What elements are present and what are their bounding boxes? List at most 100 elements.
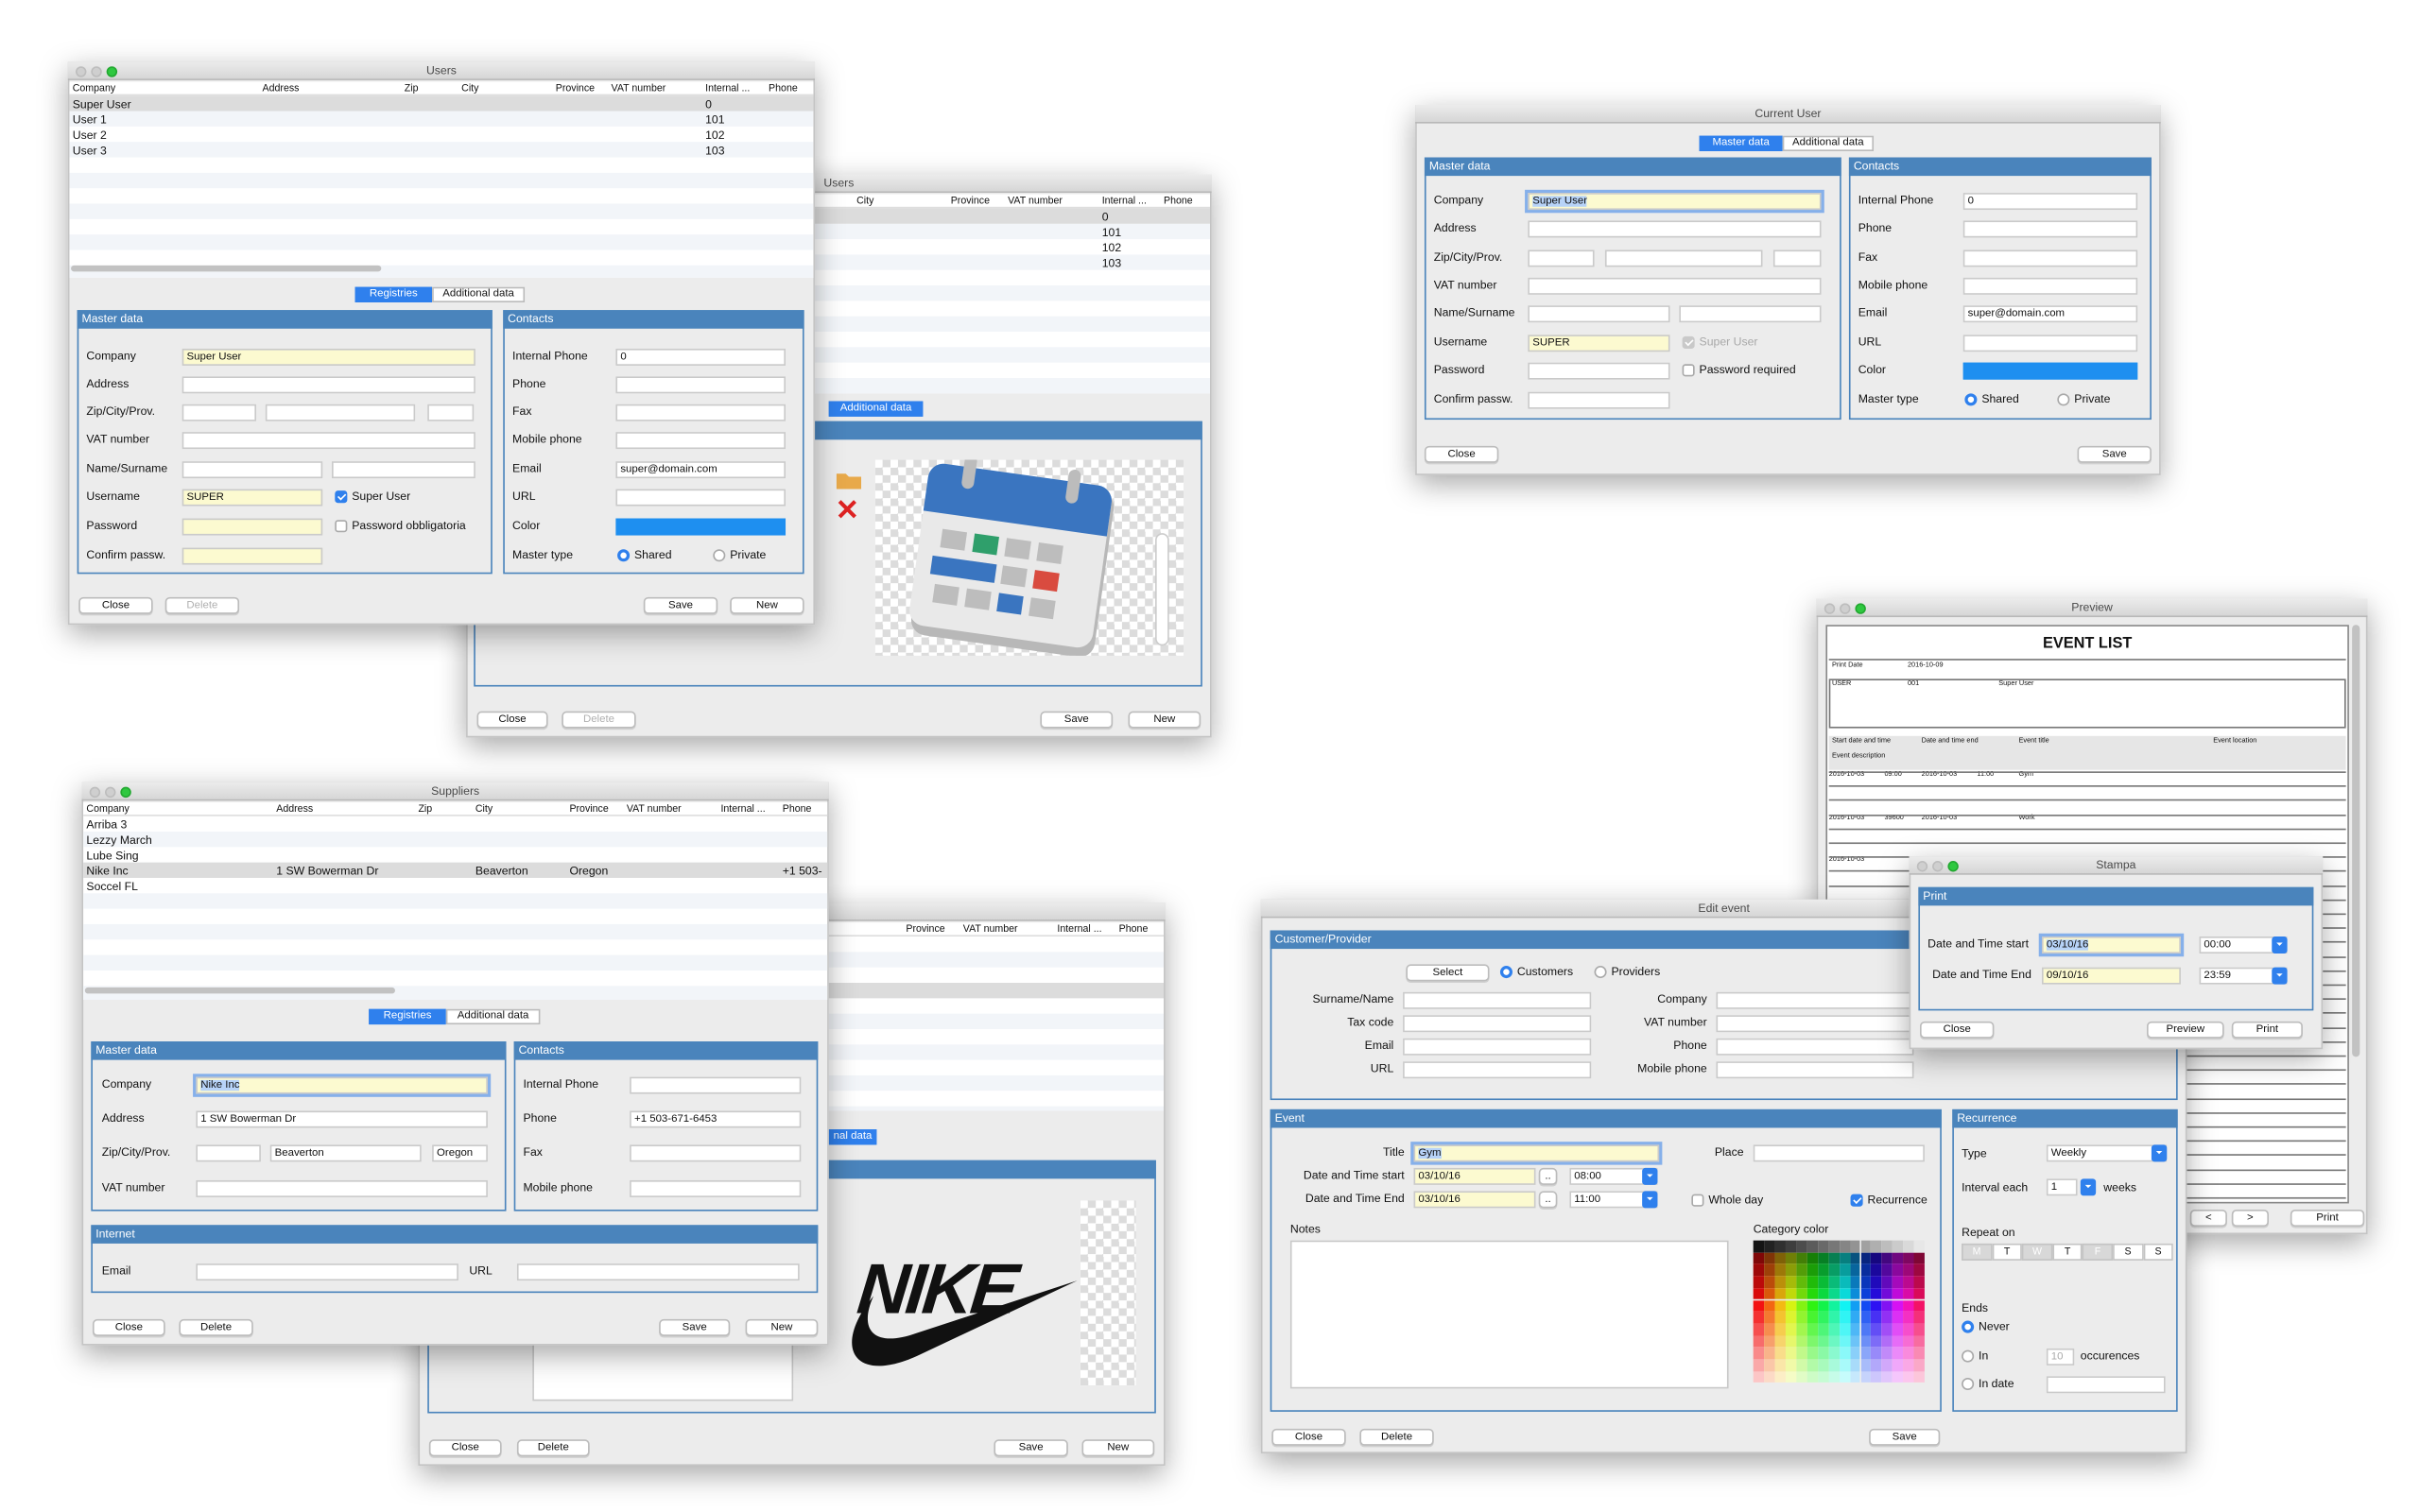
tab[interactable]: Additional data [1782,135,1875,151]
color-swatch[interactable] [1764,1323,1775,1336]
text-field[interactable] [332,460,475,478]
color-swatch[interactable] [1881,1263,1893,1277]
color-swatch[interactable] [1796,1323,1807,1336]
color-swatch[interactable] [1849,1347,1861,1360]
color-swatch[interactable] [1817,1335,1829,1348]
color-swatch[interactable] [1774,1276,1786,1288]
color-swatch[interactable] [1796,1370,1807,1383]
color-swatch[interactable] [1881,1299,1893,1313]
color-swatch[interactable] [1817,1359,1829,1371]
color-swatch[interactable] [1903,1263,1914,1277]
color-swatch[interactable] [1860,1240,1872,1253]
color-swatch[interactable] [1806,1276,1818,1288]
button[interactable]: Save [1040,710,1114,728]
window-control[interactable] [1932,860,1944,871]
color-swatch[interactable] [1806,1359,1818,1371]
color-swatch[interactable] [1893,1299,1904,1313]
color-swatch[interactable] [1806,1299,1818,1313]
color-swatch[interactable] [1893,1312,1904,1324]
tab[interactable]: Additional data [828,401,924,417]
color-swatch[interactable] [1828,1263,1840,1277]
color-swatch[interactable] [1849,1276,1861,1288]
color-swatch[interactable] [1881,1370,1893,1383]
color-swatch[interactable] [1764,1370,1775,1383]
checkbox[interactable] [1691,1194,1704,1207]
tab[interactable]: nal data [828,1129,877,1145]
text-field[interactable] [1753,1143,1925,1161]
color-swatch[interactable] [1828,1359,1840,1371]
color-swatch[interactable] [1785,1263,1797,1277]
text-field[interactable] [196,1263,458,1280]
color-swatch[interactable] [1796,1335,1807,1348]
color-swatch[interactable] [1839,1312,1850,1324]
text-field[interactable] [182,546,323,564]
color-swatch[interactable] [1849,1335,1861,1348]
text-field[interactable]: 09/10/16 [2041,966,2181,984]
text-field[interactable] [1528,219,1822,237]
color-swatch[interactable] [1913,1263,1926,1277]
color-swatch[interactable] [1849,1252,1861,1264]
color-swatch[interactable] [1828,1370,1840,1383]
color-swatch[interactable] [1753,1252,1765,1264]
text-field[interactable] [615,375,786,393]
text-field[interactable] [1679,304,1822,322]
color-swatch[interactable] [1828,1323,1840,1336]
color-swatch[interactable] [1839,1323,1850,1336]
text-field[interactable] [630,1075,802,1093]
text-field[interactable] [196,1179,488,1197]
color-swatch[interactable] [1893,1347,1904,1360]
color-swatch[interactable] [1817,1263,1829,1277]
text-field[interactable]: 23:59 [2199,966,2288,984]
color-swatch[interactable] [1913,1370,1926,1383]
color-swatch[interactable] [1828,1240,1840,1253]
text-field[interactable] [1528,390,1670,408]
text-field[interactable] [630,1179,802,1197]
color-swatch[interactable] [1785,1252,1797,1264]
text-field[interactable] [615,517,786,535]
notes-area[interactable] [1289,1240,1729,1389]
text-field[interactable] [615,403,786,421]
day-toggle[interactable]: T [2052,1243,2083,1261]
day-toggle[interactable]: T [1992,1243,2023,1261]
color-swatch[interactable] [1860,1287,1872,1300]
text-field[interactable] [427,403,475,421]
color-swatch[interactable] [1753,1263,1765,1277]
day-toggle[interactable]: S [2113,1243,2144,1261]
color-swatch[interactable] [1903,1299,1914,1313]
color-swatch[interactable] [1817,1240,1829,1253]
color-swatch[interactable] [1796,1299,1807,1313]
text-field[interactable] [615,488,786,506]
text-field[interactable] [1528,361,1670,379]
color-swatch[interactable] [1849,1370,1861,1383]
window-control[interactable] [1840,602,1851,613]
color-swatch[interactable] [1860,1263,1872,1277]
button[interactable]: Select [1406,963,1490,981]
color-swatch[interactable] [1913,1252,1926,1264]
color-swatch[interactable] [1828,1252,1840,1264]
color-swatch[interactable] [1774,1299,1786,1313]
button[interactable]: Delete [164,596,240,613]
text-field[interactable]: super@domain.com [1962,304,2138,322]
window-control[interactable] [1916,860,1928,871]
color-swatch[interactable] [1839,1299,1850,1313]
color-swatch[interactable] [1753,1335,1765,1348]
color-swatch[interactable] [1849,1287,1861,1300]
radio-button[interactable] [1499,966,1512,979]
color-swatch[interactable] [1849,1240,1861,1253]
window-control[interactable] [75,65,87,77]
text-field[interactable]: SUPER [182,488,323,506]
button[interactable]: Close [78,596,153,613]
color-swatch[interactable] [1860,1347,1872,1360]
color-swatch[interactable] [1881,1240,1893,1253]
color-swatch[interactable] [1774,1347,1786,1360]
text-field[interactable]: Nike Inc [196,1075,488,1093]
color-swatch[interactable] [1817,1370,1829,1383]
color-swatch[interactable] [1881,1335,1893,1348]
color-swatch[interactable] [1903,1323,1914,1336]
text-field[interactable]: 00:00 [2199,936,2288,954]
color-swatch[interactable] [1871,1252,1882,1264]
color-swatch[interactable] [1849,1312,1861,1324]
text-field[interactable]: SUPER [1528,334,1670,352]
text-field[interactable] [182,517,323,535]
dropdown-arrow[interactable] [2080,1177,2097,1195]
